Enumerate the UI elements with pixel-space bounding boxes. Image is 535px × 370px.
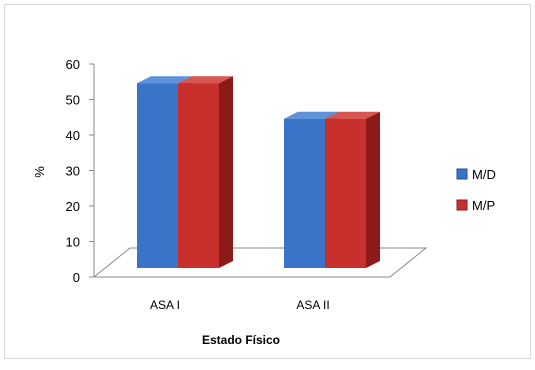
bar-front: [178, 83, 219, 268]
x-axis-title: Estado Físico: [202, 333, 280, 347]
y-tick-label: 30: [66, 164, 80, 179]
bar-side: [366, 111, 380, 268]
chart-border: [4, 4, 531, 359]
legend-item: M/D: [456, 167, 496, 182]
y-axis-ticks: 0 10 20 30 40 50 60: [66, 57, 94, 285]
bar-side: [219, 76, 233, 268]
bar-top: [284, 111, 339, 119]
legend-item: M/P: [456, 198, 495, 213]
bar-top: [137, 76, 192, 84]
bar-MP-asai: [178, 76, 233, 268]
legend-label: M/P: [472, 198, 495, 213]
y-tick-label: 50: [66, 93, 80, 108]
legend: M/D M/P: [456, 167, 496, 213]
y-tick-label: 60: [66, 57, 80, 72]
y-tick-label: 0: [73, 270, 80, 285]
legend-label: M/D: [472, 167, 496, 182]
bar-MP-asaii: [325, 111, 380, 268]
bar-front: [325, 118, 366, 268]
legend-swatch: [456, 199, 468, 211]
x-axis-ticks: ASA I ASA II: [150, 298, 330, 312]
bar-front: [137, 83, 178, 268]
y-tick-label: 20: [66, 199, 80, 214]
x-tick-label: ASA II: [296, 298, 329, 312]
y-tick-label: 40: [66, 128, 80, 143]
y-axis-title: %: [32, 166, 47, 178]
bar-top: [325, 111, 380, 119]
bars-group: [137, 76, 380, 268]
x-tick-label: ASA I: [150, 298, 180, 312]
y-tick-label: 10: [66, 235, 80, 250]
bar-top: [178, 76, 233, 84]
bar-front: [284, 118, 325, 268]
legend-swatch: [456, 168, 468, 180]
